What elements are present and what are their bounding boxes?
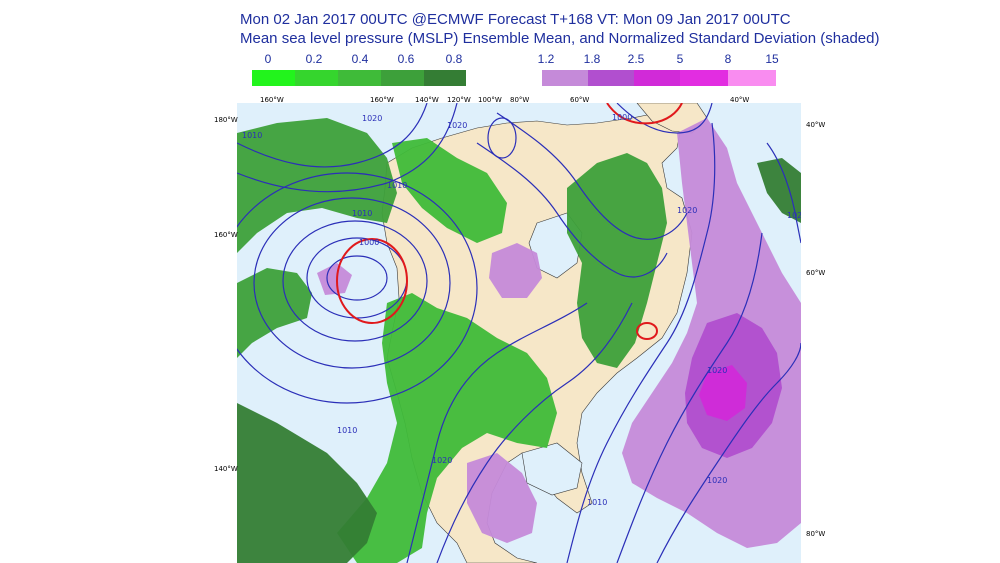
purple-shade-central: [489, 243, 542, 298]
legend-purple-label: 2.5: [627, 52, 645, 66]
lon-label: 140°W: [415, 96, 439, 104]
isobar: [406, 302, 588, 563]
purple-shade-pacific-spot: [317, 263, 352, 295]
isobar: [237, 172, 478, 404]
isobar: [476, 142, 668, 278]
legend-green-swatch: [252, 70, 295, 86]
isobar-label: 1010: [352, 209, 372, 218]
legend-purple-bar: [542, 70, 776, 86]
low-pressure-contours: [336, 103, 683, 340]
legend-green-swatch: [381, 70, 424, 86]
isobar-label: 1020: [432, 456, 452, 465]
isobar-label: 1020: [447, 121, 467, 130]
isobar-label: 1020: [677, 206, 697, 215]
right-lon-label: 40°W: [806, 121, 826, 129]
low-pressure-small: [636, 322, 658, 340]
isobar-label: 1020: [707, 476, 727, 485]
title-line-2: Mean sea level pressure (MSLP) Ensemble …: [240, 30, 880, 47]
isobar-label: 1010: [337, 426, 357, 435]
low-pressure-center-west: [336, 238, 408, 324]
isobar: [237, 103, 458, 193]
isobar-label: 1020: [787, 211, 801, 220]
green-shade-far-east: [757, 158, 801, 223]
legend-purple-swatch: [542, 70, 588, 86]
lon-label: 40°W: [730, 96, 750, 104]
lon-label: 160°W: [260, 96, 284, 104]
isobar: [237, 103, 428, 168]
lon-label: 80°W: [510, 96, 530, 104]
lon-label: 60°W: [570, 96, 590, 104]
isobar-label: 1010: [387, 181, 407, 190]
legend-purple-swatch: [680, 70, 728, 86]
legend-green-swatch: [338, 70, 381, 86]
green-shade-central: [567, 153, 667, 368]
low-pressure-north: [606, 103, 683, 125]
isobar: [566, 122, 716, 563]
lon-label: 160°W: [370, 96, 394, 104]
legend-purple-swatch: [588, 70, 634, 86]
forecast-map[interactable]: 1010 1020 1000 1010 1010 1020 1000 1020 …: [237, 103, 801, 563]
legend-green-label: 0.8: [445, 52, 463, 66]
legend-green: 0 0.2 0.4 0.6 0.8: [236, 52, 466, 92]
legend-green-label: 0.6: [397, 52, 415, 66]
isobar: [766, 142, 801, 244]
isobar: [282, 220, 428, 342]
isobar-label: 1020: [362, 114, 382, 123]
legend-green-bar: [252, 70, 466, 86]
isobar-labels: 1010 1020 1000 1010 1010 1020 1000 1020 …: [242, 113, 801, 507]
isobar-label: 1010: [242, 131, 262, 140]
isobar-label: 1000: [359, 238, 379, 247]
isobars: [237, 103, 801, 563]
legend-green-swatch: [424, 70, 466, 86]
legend-purple-label: 8: [724, 52, 732, 66]
isobar: [616, 232, 763, 563]
isobar: [496, 112, 688, 240]
title-line-1: Mon 02 Jan 2017 00UTC @ECMWF Forecast T+…: [240, 11, 791, 28]
purple-shade-atlantic-max: [699, 365, 747, 421]
green-shade-west-pacific: [237, 268, 312, 358]
isobar: [253, 197, 451, 369]
legend-purple-label: 15: [765, 52, 779, 66]
chart-title: Mon 02 Jan 2017 00UTC @ECMWF Forecast T+…: [240, 10, 880, 48]
isobar: [487, 117, 517, 159]
purple-shade-mexico: [467, 453, 537, 543]
lat-label: 160°W: [214, 231, 238, 239]
isobar: [436, 302, 633, 563]
lat-label: 140°W: [214, 465, 238, 473]
legend-green-label: 0: [264, 52, 272, 66]
isobar-label: 1020: [707, 366, 727, 375]
lon-label: 100°W: [478, 96, 502, 104]
isobar: [616, 103, 713, 134]
legend-purple: 1.2 1.8 2.5 5 8 15: [530, 52, 792, 92]
legend-purple-label: 1.2: [537, 52, 555, 66]
green-shade-pacific: [237, 118, 397, 253]
map-canvas: 1010 1020 1000 1010 1010 1020 1000 1020 …: [237, 103, 801, 563]
isobar-label: 1010: [587, 498, 607, 507]
isobar: [326, 255, 388, 301]
legend-green-label: 0.2: [305, 52, 323, 66]
legend-purple-label: 5: [676, 52, 684, 66]
legend-purple-swatch: [728, 70, 776, 86]
legend-purple-swatch: [634, 70, 680, 86]
isobar-label: 1000: [612, 113, 632, 122]
right-lon-label: 80°W: [806, 530, 826, 538]
lon-label: 120°W: [447, 96, 471, 104]
right-lon-label: 60°W: [806, 269, 826, 277]
legend-green-label: 0.4: [351, 52, 369, 66]
legend-green-swatch: [295, 70, 338, 86]
green-shade-southwest: [237, 403, 377, 563]
lat-label: 180°W: [214, 116, 238, 124]
isobar: [656, 342, 801, 563]
legend-purple-label: 1.8: [583, 52, 601, 66]
